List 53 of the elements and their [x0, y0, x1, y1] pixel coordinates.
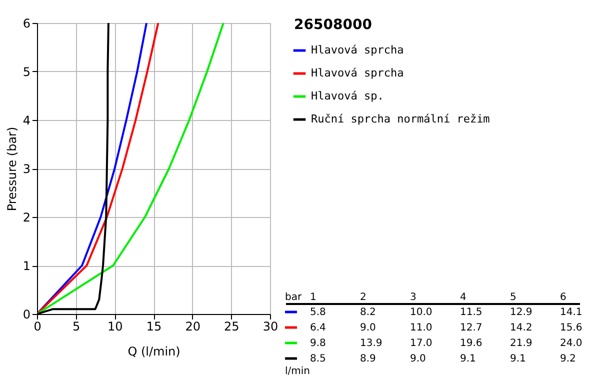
y-tick-label: 1: [22, 259, 30, 273]
text: 24.0: [560, 338, 582, 349]
x-axis-title: Q (l/min): [128, 344, 180, 358]
text: bar: [285, 292, 302, 303]
text: 1: [310, 292, 316, 303]
text: 5: [510, 292, 516, 303]
text: 2: [360, 292, 366, 303]
text: l/min: [285, 366, 310, 377]
text: 9.1: [510, 354, 526, 364]
text: 6: [560, 292, 566, 303]
x-tick-label: 10: [108, 320, 123, 334]
x-tick-label: 25: [224, 320, 240, 334]
y-tick-label: 5: [22, 65, 30, 79]
text: 9.0: [410, 354, 426, 364]
x-tick-label: 20: [185, 320, 200, 334]
y-tick-label: 3: [22, 162, 30, 176]
y-axis-title: Pressure (bar): [4, 126, 19, 212]
x-tick-label: 15: [146, 320, 162, 334]
text: 9.8: [310, 338, 326, 349]
y-tick-label: 4: [22, 114, 30, 128]
text: 5.8: [310, 307, 326, 318]
text: 8.9: [360, 354, 376, 364]
text: 6.4: [310, 322, 326, 334]
y-tick-label: 0: [22, 308, 30, 322]
x-tick-label: 30: [262, 320, 278, 334]
text: 26508000: [294, 17, 372, 33]
text: 9.1: [460, 354, 476, 364]
legend-label: Hlavová sp.: [311, 90, 384, 102]
text: 14.1: [560, 307, 582, 318]
legend-label: Hlavová sprcha: [311, 44, 404, 56]
text: 15.6: [560, 322, 582, 334]
text: 9.0: [360, 322, 376, 334]
x-tick-label: 5: [72, 320, 80, 334]
y-tick-label: 2: [22, 210, 30, 224]
legend-label: Ruční sprcha normální režim: [311, 112, 490, 126]
text: 21.9: [510, 338, 532, 349]
text: 10.0: [410, 307, 432, 318]
text: 12.7: [460, 322, 482, 334]
text: 11.0: [410, 322, 432, 334]
text: 9.2: [560, 354, 576, 364]
text: 8.2: [360, 307, 376, 318]
text: 14.2: [510, 322, 532, 334]
y-tick-label: 6: [22, 16, 30, 30]
text: 3: [410, 292, 416, 303]
x-tick-label: 0: [34, 320, 42, 334]
text: 19.6: [460, 338, 482, 349]
legend-label: Hlavová sprcha: [311, 66, 404, 80]
text: 13.9: [360, 338, 382, 349]
text: 17.0: [410, 338, 432, 349]
text: 12.9: [510, 307, 532, 318]
text: 4: [460, 292, 466, 303]
text: 11.5: [460, 307, 482, 318]
text: 8.5: [310, 354, 326, 364]
